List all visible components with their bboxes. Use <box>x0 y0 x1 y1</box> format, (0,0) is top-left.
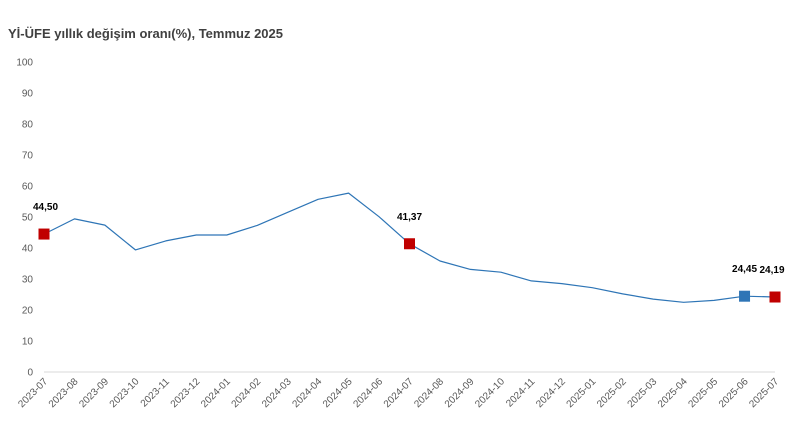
y-tick-label: 100 <box>16 58 33 69</box>
x-tick-label: 2023-09 <box>77 376 111 410</box>
data-label: 24,19 <box>759 265 784 276</box>
x-tick-label: 2023-07 <box>16 376 50 410</box>
chart-title: Yİ-ÜFE yıllık değişim oranı(%), Temmuz 2… <box>8 26 283 41</box>
x-axis: 2023-072023-082023-092023-102023-112023-… <box>16 371 781 410</box>
x-tick-label: 2023-12 <box>169 376 203 410</box>
x-tick-label: 2024-04 <box>291 376 325 410</box>
y-tick-label: 60 <box>22 182 34 193</box>
x-tick-label: 2023-11 <box>139 376 173 410</box>
x-tick-label: 2025-04 <box>656 376 690 410</box>
x-tick-label: 2025-02 <box>595 376 629 410</box>
x-tick-label: 2025-05 <box>686 376 720 410</box>
x-tick-label: 2025-07 <box>747 376 781 410</box>
y-axis: 0 10 20 30 40 50 60 70 80 90 100 <box>16 58 33 379</box>
y-tick-label: 40 <box>22 244 34 255</box>
data-label: 41,37 <box>397 212 422 223</box>
y-tick-label: 30 <box>22 275 34 286</box>
y-tick-label: 0 <box>27 368 33 379</box>
data-markers <box>38 228 781 303</box>
x-tick-label: 2024-03 <box>260 376 294 410</box>
x-tick-label: 2023-10 <box>108 376 142 410</box>
y-tick-label: 90 <box>22 89 34 100</box>
data-marker <box>769 291 781 303</box>
data-labels: 44,50 41,37 24,45 24,19 <box>33 202 785 276</box>
x-tick-label: 2024-10 <box>473 376 507 410</box>
y-tick-label: 80 <box>22 120 34 131</box>
x-tick-label: 2023-08 <box>47 376 81 410</box>
x-tick-label: 2024-09 <box>443 376 477 410</box>
x-tick-label: 2024-01 <box>199 376 233 410</box>
x-tick-label: 2024-06 <box>351 376 385 410</box>
data-marker <box>404 238 415 250</box>
x-tick-label: 2024-11 <box>504 376 538 410</box>
data-marker <box>739 290 751 302</box>
y-tick-label: 10 <box>22 337 34 348</box>
x-tick-label: 2024-02 <box>230 376 264 410</box>
data-label: 24,45 <box>732 264 757 275</box>
x-tick-label: 2024-08 <box>412 376 446 410</box>
y-tick-label: 70 <box>22 151 34 162</box>
x-tick-label: 2024-07 <box>382 376 416 410</box>
y-tick-label: 50 <box>22 213 34 224</box>
data-marker <box>38 228 50 240</box>
x-tick-label: 2024-05 <box>321 376 355 410</box>
data-label: 44,50 <box>33 202 58 213</box>
y-tick-label: 20 <box>22 306 34 317</box>
x-tick-label: 2025-03 <box>626 376 660 410</box>
x-tick-label: 2024-12 <box>534 376 568 410</box>
x-tick-label: 2025-06 <box>717 376 751 410</box>
x-tick-label: 2025-01 <box>565 376 599 410</box>
